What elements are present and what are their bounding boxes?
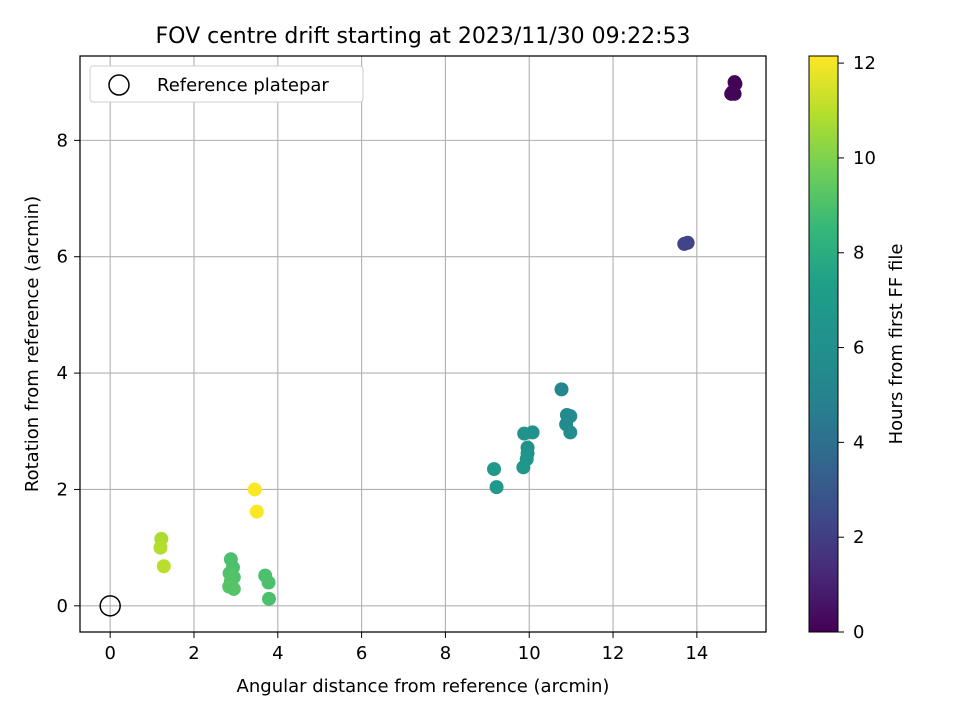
- x-axis-ticks: 0 2 4 6 8 10 12 14: [104, 632, 708, 664]
- data-point-11: [563, 425, 578, 440]
- colorbar-label: Hours from first FF file: [886, 244, 907, 445]
- colorbar-gradient: [808, 55, 839, 633]
- reference-point-marker: [99, 595, 121, 617]
- data-point-28: [261, 575, 276, 590]
- plot-frame: [79, 55, 767, 633]
- y-axis-ticks: 0 2 4 6 8: [57, 130, 80, 617]
- data-point-31: [153, 540, 168, 555]
- y-tick-label-2: 2: [57, 479, 68, 500]
- data-point-33: [247, 482, 262, 497]
- x-tick-label-12: 12: [602, 643, 625, 664]
- y-tick-label-4: 4: [57, 363, 68, 384]
- x-tick-label-0: 0: [104, 643, 115, 664]
- colorbar: 0 2 4 6 8 10 12 Hours from first FF file: [808, 53, 907, 643]
- data-point-18: [487, 462, 502, 477]
- data-point-7: [554, 382, 569, 397]
- colorbar-tick-label-8: 8: [853, 243, 864, 264]
- legend-box: [89, 65, 364, 103]
- x-tick-label-14: 14: [685, 643, 708, 664]
- y-tick-label-8: 8: [57, 130, 68, 151]
- legend-marker-icon: [108, 74, 130, 96]
- x-tick-label-10: 10: [518, 643, 541, 664]
- data-point-13: [517, 426, 532, 441]
- data-point-34: [249, 504, 264, 519]
- chart-title: FOV centre drift starting at 2023/11/30 …: [156, 24, 691, 49]
- colorbar-tick-label-4: 4: [853, 432, 864, 453]
- x-tick-label-2: 2: [188, 643, 199, 664]
- colorbar-tick-label-0: 0: [853, 622, 864, 643]
- y-tick-label-0: 0: [57, 596, 68, 617]
- colorbar-tick-label-6: 6: [853, 338, 864, 359]
- colorbar-tick-label-10: 10: [853, 148, 876, 169]
- legend: Reference platepar: [89, 65, 364, 103]
- data-point-32: [156, 559, 171, 574]
- y-tick-label-6: 6: [57, 247, 68, 268]
- legend-entry-reference: Reference platepar: [157, 75, 329, 96]
- colorbar-tick-label-12: 12: [853, 53, 876, 74]
- x-tick-label-4: 4: [272, 643, 283, 664]
- data-points: [99, 75, 743, 617]
- data-point-4: [727, 86, 742, 101]
- colorbar-tick-label-2: 2: [853, 527, 864, 548]
- data-point-17: [516, 460, 531, 475]
- data-point-29: [261, 591, 276, 606]
- x-tick-label-8: 8: [440, 643, 451, 664]
- data-point-19: [489, 480, 504, 495]
- x-tick-label-6: 6: [356, 643, 367, 664]
- data-point-26: [226, 581, 241, 596]
- data-point-6: [680, 235, 695, 250]
- y-axis-label: Rotation from reference (arcmin): [22, 196, 43, 492]
- colorbar-ticks: 0 2 4 6 8 10 12: [838, 53, 876, 643]
- grid: [80, 56, 766, 632]
- x-axis-label: Angular distance from reference (arcmin): [237, 676, 610, 697]
